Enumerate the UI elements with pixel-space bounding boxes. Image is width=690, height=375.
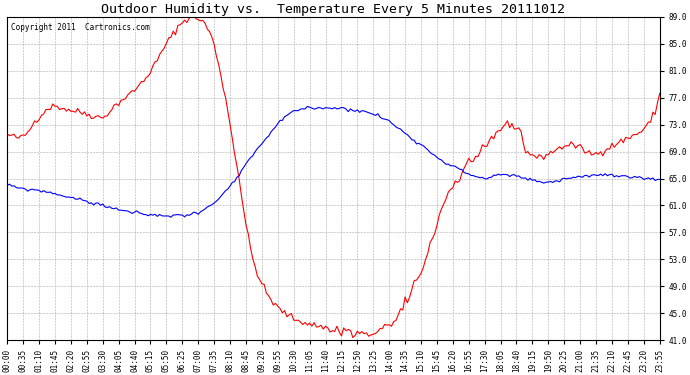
Title: Outdoor Humidity vs.  Temperature Every 5 Minutes 20111012: Outdoor Humidity vs. Temperature Every 5… <box>101 3 566 16</box>
Text: Copyright 2011  Cartronics.com: Copyright 2011 Cartronics.com <box>10 23 149 32</box>
